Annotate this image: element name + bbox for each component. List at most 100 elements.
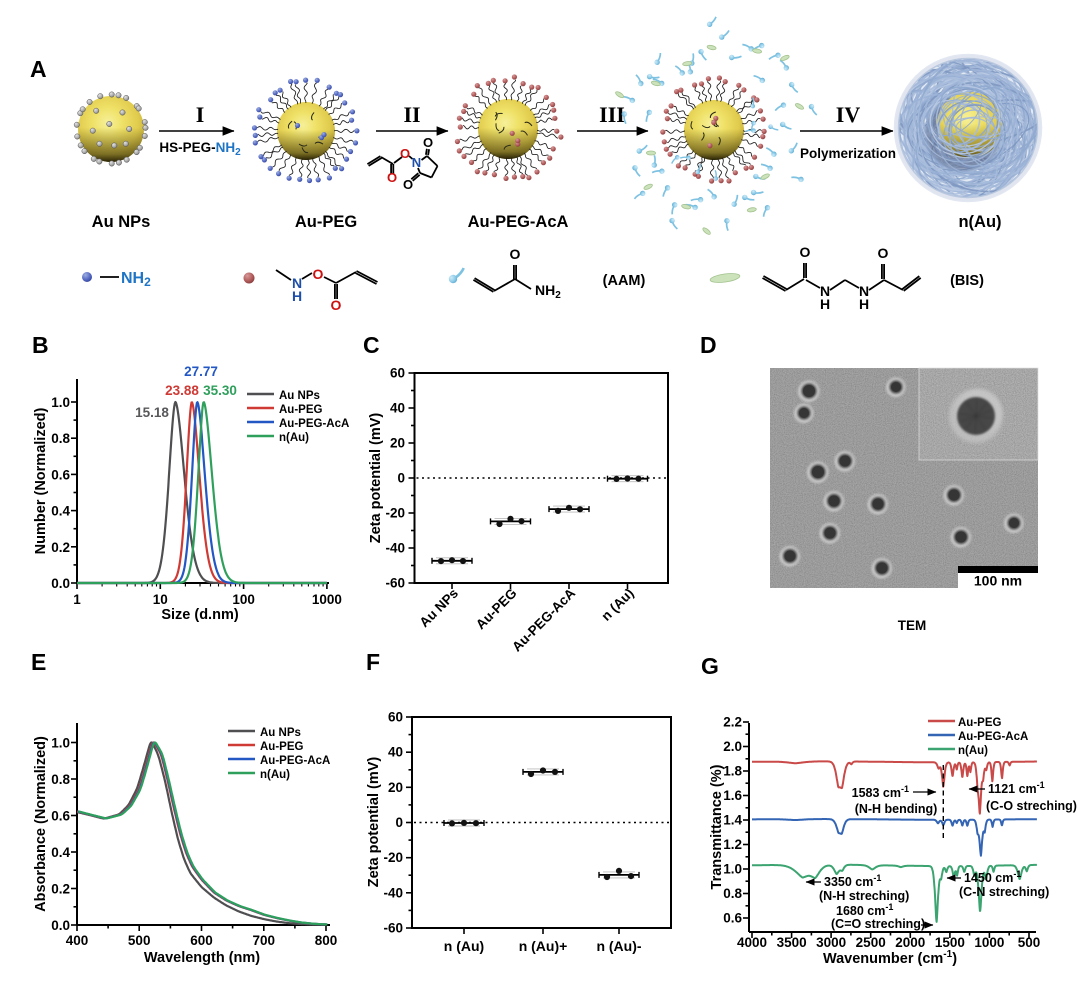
svg-text:0.0: 0.0 [51, 576, 70, 591]
svg-text:O: O [331, 297, 342, 313]
svg-text:(C-O streching): (C-O streching) [986, 799, 1077, 813]
svg-text:Au-PEG-AcA: Au-PEG-AcA [260, 755, 330, 767]
svg-text:0.4: 0.4 [51, 504, 70, 519]
svg-text:100: 100 [232, 592, 255, 607]
svg-text:3350 cm-1: 3350 cm-1 [824, 873, 881, 889]
svg-text:(C-N streching): (C-N streching) [959, 885, 1049, 899]
svg-text:C: C [363, 332, 380, 358]
svg-text:N: N [820, 283, 830, 299]
svg-text:1450 cm-1: 1450 cm-1 [964, 869, 1021, 885]
svg-text:35.30: 35.30 [203, 383, 237, 398]
svg-text:1121 cm-1: 1121 cm-1 [988, 780, 1045, 796]
svg-text:Au-PEG: Au-PEG [260, 741, 304, 753]
svg-text:40: 40 [388, 745, 403, 760]
svg-text:Au NPs: Au NPs [417, 586, 462, 631]
svg-text:A: A [30, 56, 47, 82]
svg-text:2.2: 2.2 [723, 715, 742, 730]
svg-text:0.8: 0.8 [51, 431, 70, 446]
svg-text:-60: -60 [383, 921, 403, 936]
svg-text:Au NPs: Au NPs [260, 727, 301, 739]
svg-text:0.6: 0.6 [723, 911, 742, 926]
svg-text:1.6: 1.6 [723, 788, 742, 803]
svg-text:Au-PEG-AcA: Au-PEG-AcA [958, 731, 1028, 743]
svg-text:2500: 2500 [856, 935, 886, 950]
svg-text:15.18: 15.18 [135, 405, 169, 420]
svg-text:Number (Normalized): Number (Normalized) [33, 408, 49, 555]
svg-text:400: 400 [66, 933, 89, 948]
svg-text:n(Au): n(Au) [260, 769, 290, 781]
svg-text:60: 60 [390, 366, 405, 381]
svg-text:1: 1 [73, 592, 81, 607]
svg-text:20: 20 [388, 780, 403, 795]
svg-text:n (Au)+: n (Au)+ [519, 938, 568, 954]
svg-text:600: 600 [190, 933, 213, 948]
svg-text:1.0: 1.0 [51, 736, 70, 751]
svg-text:n(Au): n(Au) [958, 213, 1001, 231]
svg-text:Au-PEG-AcA: Au-PEG-AcA [468, 213, 569, 231]
svg-text:3000: 3000 [816, 935, 846, 950]
svg-text:O: O [423, 135, 433, 150]
svg-text:Au-PEG-AcA: Au-PEG-AcA [509, 585, 578, 654]
svg-text:H: H [820, 296, 830, 312]
svg-text:G: G [701, 653, 719, 679]
svg-text:60: 60 [388, 710, 403, 725]
svg-text:1000: 1000 [974, 935, 1004, 950]
svg-text:20: 20 [390, 436, 405, 451]
svg-text:N: N [292, 275, 302, 291]
svg-text:2.0: 2.0 [723, 739, 742, 754]
svg-text:E: E [31, 649, 46, 675]
svg-text:O: O [800, 244, 811, 260]
svg-text:2000: 2000 [895, 935, 925, 950]
svg-text:D: D [700, 332, 717, 358]
svg-text:0.6: 0.6 [51, 809, 70, 824]
svg-text:100 nm: 100 nm [974, 573, 1022, 589]
svg-text:TEM: TEM [898, 618, 927, 633]
svg-text:O: O [878, 245, 889, 261]
svg-text:(C=O streching): (C=O streching) [831, 917, 925, 931]
svg-text:Size (d.nm): Size (d.nm) [161, 607, 239, 623]
svg-text:B: B [32, 332, 49, 358]
svg-text:0.4: 0.4 [51, 845, 70, 860]
svg-text:3500: 3500 [777, 935, 807, 950]
svg-text:HS-PEG-NH2: HS-PEG-NH2 [159, 140, 241, 158]
svg-text:n(Au): n(Au) [279, 432, 309, 444]
svg-text:0.8: 0.8 [51, 772, 70, 787]
svg-text:1583 cm-1: 1583 cm-1 [852, 784, 909, 800]
svg-text:10: 10 [153, 592, 168, 607]
svg-text:700: 700 [253, 933, 276, 948]
svg-text:Au-PEG: Au-PEG [279, 404, 323, 416]
svg-text:Zeta potential (mV): Zeta potential (mV) [368, 413, 384, 544]
svg-text:Wavenumber (cm-1): Wavenumber (cm-1) [823, 949, 957, 967]
svg-text:O: O [403, 177, 413, 192]
svg-text:Au NPs: Au NPs [279, 390, 320, 402]
svg-text:27.77: 27.77 [184, 364, 218, 379]
svg-text:0.0: 0.0 [51, 918, 70, 933]
svg-text:23.88: 23.88 [165, 383, 199, 398]
svg-text:Wavelength (nm): Wavelength (nm) [144, 950, 260, 966]
svg-text:1.4: 1.4 [723, 813, 742, 828]
svg-text:Au-PEG-AcA: Au-PEG-AcA [279, 418, 349, 430]
svg-text:n (Au)-: n (Au)- [596, 938, 641, 954]
svg-text:1.8: 1.8 [723, 764, 742, 779]
svg-text:1.2: 1.2 [723, 837, 742, 852]
svg-text:Polymerization: Polymerization [800, 146, 896, 161]
svg-text:I: I [196, 102, 205, 127]
svg-text:(N-H bending): (N-H bending) [855, 802, 938, 816]
svg-text:500: 500 [128, 933, 151, 948]
svg-text:H: H [292, 288, 302, 304]
svg-text:0: 0 [395, 815, 403, 830]
svg-text:1500: 1500 [935, 935, 965, 950]
svg-text:(N-H streching): (N-H streching) [819, 889, 909, 903]
svg-text:H: H [859, 296, 869, 312]
svg-text:O: O [400, 146, 410, 161]
svg-text:(AAM): (AAM) [603, 273, 646, 289]
svg-text:500: 500 [1018, 935, 1041, 950]
svg-text:NH2: NH2 [535, 282, 561, 301]
svg-text:(BIS): (BIS) [950, 273, 984, 289]
svg-text:Au NPs: Au NPs [92, 213, 151, 231]
svg-text:1.0: 1.0 [723, 862, 742, 877]
svg-text:Au-PEG: Au-PEG [473, 586, 520, 633]
svg-text:4000: 4000 [737, 935, 767, 950]
svg-text:1000: 1000 [312, 592, 342, 607]
svg-text:1.0: 1.0 [51, 395, 70, 410]
